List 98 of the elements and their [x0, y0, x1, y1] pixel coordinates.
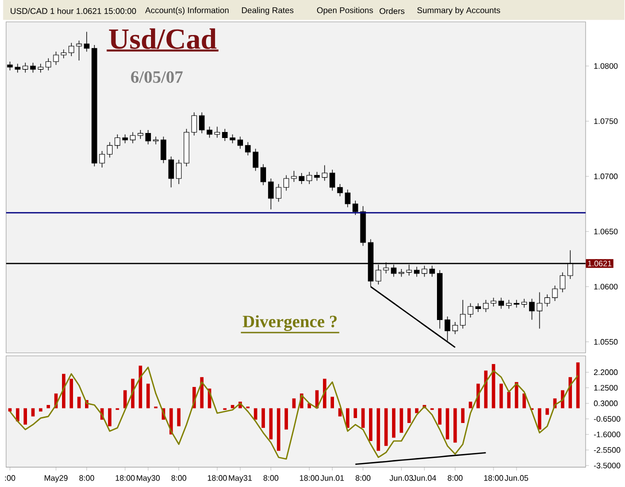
- candlestick: [46, 58, 52, 71]
- candlestick: [344, 189, 350, 208]
- text: 6/05/07: [131, 71, 183, 83]
- candlestick: [191, 112, 197, 136]
- bar: [499, 384, 503, 408]
- bar: [361, 408, 365, 428]
- candlestick: [444, 316, 450, 342]
- bar: [31, 408, 35, 417]
- candlestick: [22, 62, 28, 74]
- candlestick: [490, 297, 496, 307]
- bar: [284, 408, 288, 430]
- candlestick: [298, 172, 304, 184]
- bar: [392, 408, 396, 438]
- text: Account(s) Information: [145, 7, 229, 15]
- chart-title: Usd/Cad: [109, 28, 217, 50]
- candlestick: [514, 300, 520, 308]
- bar: [200, 377, 204, 408]
- bar: [346, 408, 350, 428]
- bar: [177, 408, 180, 426]
- candlestick: [68, 42, 74, 56]
- candlestick: [460, 300, 466, 330]
- bar: [576, 362, 580, 408]
- candlestick: [291, 170, 297, 182]
- candlestick: [168, 156, 174, 188]
- candlestick: [214, 126, 220, 138]
- bar: [538, 408, 542, 430]
- text: Open Positions: [317, 7, 373, 15]
- bar: [269, 408, 273, 440]
- bar: [123, 390, 127, 408]
- candlestick: [230, 134, 236, 144]
- candlestick: [283, 174, 290, 192]
- candlestick: [330, 169, 336, 192]
- candlestick: [199, 112, 205, 134]
- candlestick: [529, 298, 535, 320]
- candlestick: [30, 62, 36, 74]
- bar: [400, 408, 404, 433]
- candlestick: [468, 302, 474, 318]
- candlestick: [206, 126, 212, 138]
- bar: [8, 408, 12, 412]
- bar: [507, 392, 511, 408]
- bar: [461, 408, 464, 424]
- candlestick: [176, 160, 182, 184]
- bar: [138, 366, 142, 408]
- text: Summary by Accounts: [417, 7, 500, 15]
- candlestick: [7, 61, 13, 71]
- bar: [254, 408, 258, 420]
- bar: [62, 374, 66, 408]
- bar: [369, 408, 372, 442]
- bar: [568, 377, 572, 408]
- bar: [484, 370, 488, 408]
- bar: [438, 408, 442, 425]
- bar: [322, 378, 326, 408]
- candlestick: [53, 51, 59, 66]
- bar: [354, 408, 358, 418]
- candlestick: [106, 142, 113, 158]
- candlestick: [414, 266, 420, 278]
- candlestick: [544, 294, 550, 307]
- candlestick: [314, 172, 320, 182]
- annotation: Divergence ?: [242, 315, 337, 332]
- bar: [384, 408, 388, 446]
- bar: [276, 408, 280, 451]
- bar: [70, 378, 74, 408]
- candlestick: [483, 300, 489, 312]
- bar: [446, 408, 450, 440]
- bar: [546, 408, 549, 415]
- candlestick: [260, 164, 266, 186]
- text: Orders: [380, 8, 404, 14]
- candlestick: [322, 165, 328, 182]
- candlestick: [76, 40, 82, 61]
- bar: [262, 408, 265, 428]
- candlestick: [452, 322, 458, 335]
- candlestick: [160, 136, 166, 164]
- bar: [453, 408, 457, 443]
- bar: [407, 408, 411, 424]
- bar: [24, 408, 27, 425]
- candlestick: [337, 184, 343, 197]
- candlestick: [306, 172, 312, 184]
- candlestick: [352, 200, 358, 216]
- candlestick: [536, 292, 542, 330]
- bar: [46, 405, 50, 408]
- text: Dealing Rates: [242, 7, 294, 15]
- candlestick: [130, 132, 136, 144]
- bar: [108, 408, 112, 426]
- bar: [16, 408, 20, 422]
- bar: [376, 408, 380, 451]
- candlestick: [252, 148, 258, 172]
- bar: [522, 394, 526, 408]
- candlestick: [498, 297, 504, 310]
- candlestick: [237, 136, 244, 150]
- candlestick: [84, 32, 90, 52]
- bar: [330, 396, 334, 408]
- candlestick: [222, 128, 228, 142]
- bar: [146, 384, 150, 408]
- candlestick: [245, 142, 251, 156]
- text: USD/CAD 1 hour 1.0621 15:00:00: [10, 8, 136, 14]
- bar: [415, 408, 418, 414]
- bar: [38, 408, 42, 412]
- candlestick: [99, 150, 105, 168]
